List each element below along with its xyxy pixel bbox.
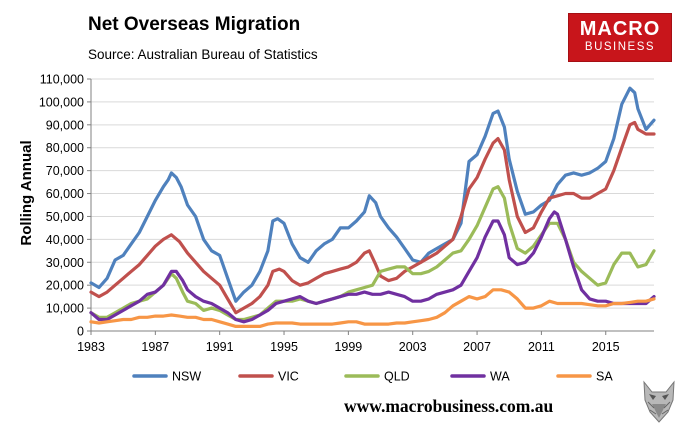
series-line-qld (89, 185, 656, 322)
y-tick-label: 40,000 (46, 233, 84, 247)
y-tick-label: 30,000 (46, 256, 84, 270)
series-line-wa (89, 210, 656, 324)
series-line-vic (89, 120, 656, 315)
series-lines (89, 86, 656, 328)
legend-label-qld: QLD (384, 370, 410, 384)
legend: NSW VIC QLD WA SA (132, 370, 613, 384)
x-tick-label: 2011 (528, 340, 555, 354)
x-tick-label: 1983 (77, 340, 105, 354)
x-tick-label: 2007 (463, 340, 491, 354)
series-line-nsw (89, 86, 656, 303)
y-tick-label: 70,000 (46, 164, 84, 178)
y-tick-label: 50,000 (46, 210, 84, 224)
chart-subtitle: Source: Australian Bureau of Statistics (88, 47, 318, 62)
macro-business-logo: MACRO BUSINESS (568, 13, 672, 62)
series-line-sa (89, 288, 656, 328)
x-tick-label: 2015 (592, 340, 620, 354)
chart-title: Net Overseas Migration (88, 14, 301, 35)
legend-label-vic: VIC (278, 370, 299, 384)
y-tick-label: 10,000 (46, 302, 84, 316)
y-tick-label: 60,000 (46, 187, 84, 201)
x-tick-label: 1991 (206, 340, 234, 354)
x-tick-label: 1999 (334, 340, 362, 354)
y-axis-label: Rolling Annual (18, 140, 35, 245)
website-url: www.macrobusiness.com.au (344, 396, 554, 416)
legend-label-wa: WA (490, 370, 510, 384)
y-tick-label: 90,000 (46, 118, 84, 132)
wolf-icon (643, 380, 675, 423)
x-tick-label: 1995 (270, 340, 298, 354)
y-tick-label: 80,000 (46, 141, 84, 155)
x-tick-label: 1987 (141, 340, 169, 354)
logo-line-1: MACRO (579, 18, 661, 40)
y-tick-label: 0 (77, 325, 84, 339)
y-tick-label: 20,000 (46, 279, 84, 293)
legend-label-sa: SA (596, 370, 613, 384)
axes: 0 10,000 20,000 30,000 40,000 50,000 60,000 70,… (39, 73, 654, 354)
y-tick-label: 100,000 (39, 95, 84, 109)
legend-label-nsw: NSW (172, 370, 201, 384)
y-tick-label: 110,000 (40, 73, 84, 87)
logo-line-2: BUSINESS (584, 41, 656, 53)
x-tick-label: 2003 (399, 340, 427, 354)
